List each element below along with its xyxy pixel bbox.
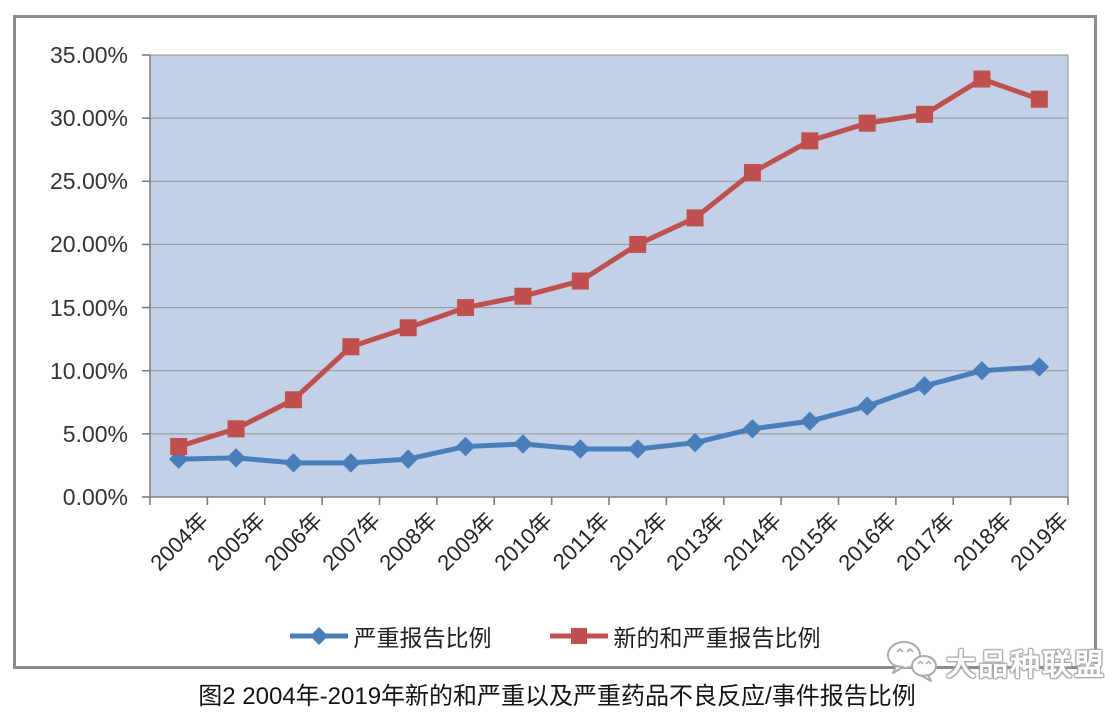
x-tick-label: 2012年 [604, 507, 672, 576]
x-tick-label: 2008年 [374, 507, 443, 576]
legend-label-serious: 严重报告比例 [353, 625, 492, 651]
x-tick-label: 2018年 [948, 507, 1017, 576]
legend-item-new-and-serious: 新的和严重报告比例 [549, 619, 821, 653]
legend-item-serious: 严重报告比例 [289, 619, 492, 653]
x-tick-label: 2005年 [202, 507, 271, 576]
chart-frame: 0.00% 5.00% 10.00% 15.00% 20.00% 25.00% 30.00%… [13, 15, 1097, 669]
y-tick-label: 15.00% [49, 294, 128, 321]
watermark-text: 大品种联盟 [946, 649, 1106, 682]
legend-label-new-and-serious: 新的和严重报告比例 [613, 625, 821, 651]
y-axis: 0.00% 5.00% 10.00% 15.00% 20.00% 25.00% 30.00%… [16, 18, 128, 538]
y-tick-label: 25.00% [49, 168, 128, 195]
x-tick-label: 2011年 [547, 507, 615, 575]
y-tick-label: 0.00% [62, 484, 128, 510]
legend: 严重报告比例 新的和严重报告比例 [16, 619, 1094, 653]
wechat-chat-bubbles-icon [887, 641, 937, 682]
y-tick-label: 35.00% [49, 42, 128, 68]
x-tick-label: 2015年 [776, 507, 845, 576]
x-tick-label: 2014年 [718, 507, 787, 576]
x-tick-label: 2019年 [1005, 507, 1074, 576]
x-tick-label: 2007年 [317, 507, 386, 576]
x-tick-label: 2004年 [145, 507, 213, 576]
legend-marker-diamond-icon [289, 627, 348, 645]
x-tick-label: 2013年 [661, 507, 730, 576]
watermark: 大品种联盟 [884, 638, 1106, 686]
figure-caption: 图2 2004年-2019年新的和严重以及严重药品不良反应/事件报告比例 [198, 683, 916, 710]
y-tick-label: 10.00% [49, 357, 128, 384]
y-tick-label: 20.00% [49, 231, 128, 258]
plot-area [142, 54, 1069, 505]
legend-marker-square-icon [549, 628, 608, 644]
x-tick-label: 2010年 [489, 507, 558, 576]
x-tick-label: 2017年 [890, 507, 959, 576]
x-axis: 2004年 2005年 2006年 2007年 2008年 2009年 2010年 2011年… [16, 18, 1094, 666]
x-tick-label: 2006年 [259, 507, 328, 576]
x-tick-label: 2009年 [431, 507, 500, 576]
y-tick-label: 5.00% [62, 420, 128, 447]
y-tick-label: 30.00% [49, 105, 128, 132]
x-tick-label: 2016年 [833, 507, 902, 576]
